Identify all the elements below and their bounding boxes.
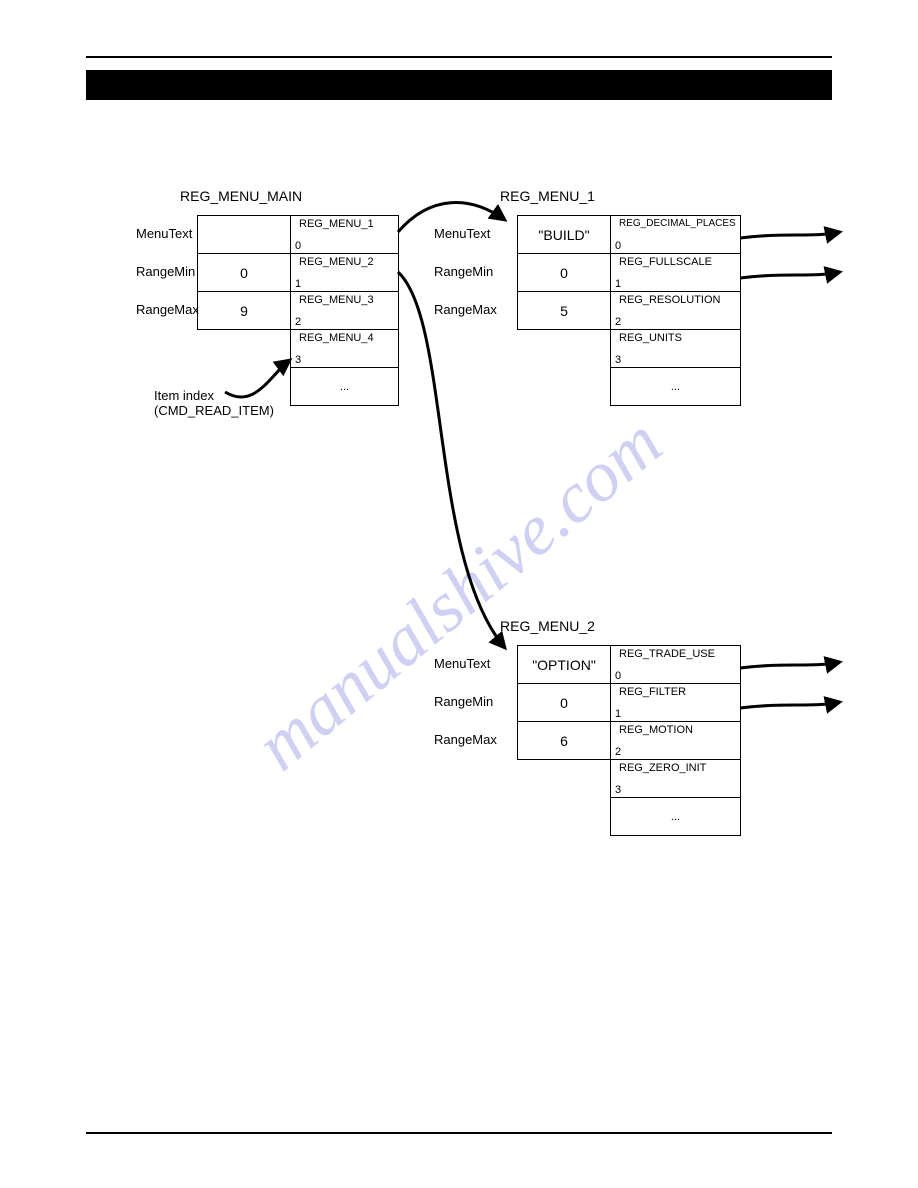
arrow-menu1-out-b <box>740 272 840 278</box>
main-label-rangemax: RangeMax <box>136 302 199 317</box>
main-items-tail: REG_MENU_4 3 ... <box>290 329 399 406</box>
item-name: REG_MOTION <box>619 724 693 736</box>
item-name: REG_MENU_1 <box>299 218 374 230</box>
main-col1-2: 9 <box>198 292 291 330</box>
menu1-item-0: REG_DECIMAL_PLACES 0 <box>611 216 741 254</box>
table-row: ... <box>291 368 399 406</box>
item-name: REG_FILTER <box>619 686 686 698</box>
menu1-col1-2: 5 <box>518 292 611 330</box>
menu1-items-tail: REG_UNITS 3 ... <box>610 329 741 406</box>
menu2-title: REG_MENU_2 <box>500 618 595 634</box>
table-row: "BUILD" REG_DECIMAL_PLACES 0 <box>518 216 741 254</box>
menu2-col1-1: 0 <box>518 684 611 722</box>
menu2-item-3: REG_ZERO_INIT 3 <box>611 760 741 798</box>
menu2-items-tail: REG_ZERO_INIT 3 ... <box>610 759 741 836</box>
main-col1-0 <box>198 216 291 254</box>
top-rule <box>86 56 832 58</box>
menu1-item-3: REG_UNITS 3 <box>611 330 741 368</box>
main-item-4: ... <box>291 368 399 406</box>
menu1-label-rangemin: RangeMin <box>434 264 493 279</box>
item-idx: 2 <box>615 316 621 328</box>
main-label-rangemin: RangeMin <box>136 264 195 279</box>
main-label-menutext: MenuText <box>136 226 192 241</box>
menu1-item-2: REG_RESOLUTION 2 <box>611 292 741 330</box>
item-idx: 0 <box>615 240 621 252</box>
table-row: ... <box>611 368 741 406</box>
arrow-menu1-out-a <box>740 232 840 238</box>
table-row: 0 REG_FULLSCALE 1 <box>518 254 741 292</box>
item-idx: 3 <box>615 784 621 796</box>
item-name: REG_FULLSCALE <box>619 256 712 268</box>
item-name: REG_ZERO_INIT <box>619 762 706 774</box>
item-idx: 3 <box>295 354 301 366</box>
arrow-menu2-out-a <box>740 662 840 668</box>
menu1-col1-1: 0 <box>518 254 611 292</box>
item-idx: 2 <box>615 746 621 758</box>
item-idx: 0 <box>295 240 301 252</box>
menu2-item-1: REG_FILTER 1 <box>611 684 741 722</box>
header-bar <box>86 70 832 100</box>
item-name: REG_RESOLUTION <box>619 294 720 306</box>
table-row: 9 REG_MENU_3 2 <box>198 292 399 330</box>
main-item-1: REG_MENU_2 1 <box>291 254 399 292</box>
menu1-label-menutext: MenuText <box>434 226 490 241</box>
item-idx: 3 <box>615 354 621 366</box>
menu2-label-menutext: MenuText <box>434 656 490 671</box>
table-row: REG_MENU_4 3 <box>291 330 399 368</box>
arrows-layer <box>0 0 918 1188</box>
table-row: "OPTION" REG_TRADE_USE 0 <box>518 646 741 684</box>
table-row: ... <box>611 798 741 836</box>
item-idx: 2 <box>295 316 301 328</box>
table-row: 6 REG_MOTION 2 <box>518 722 741 760</box>
menu2-item-0: REG_TRADE_USE 0 <box>611 646 741 684</box>
item-name: REG_DECIMAL_PLACES <box>619 218 736 229</box>
menu2-col1-2: 6 <box>518 722 611 760</box>
item-idx: 1 <box>615 708 621 720</box>
main-item-0: REG_MENU_1 0 <box>291 216 399 254</box>
menu2-item-2: REG_MOTION 2 <box>611 722 741 760</box>
table-row: 0 REG_FILTER 1 <box>518 684 741 722</box>
item-idx: 1 <box>295 278 301 290</box>
main-item-2: REG_MENU_3 2 <box>291 292 399 330</box>
menu2-table: "OPTION" REG_TRADE_USE 0 0 REG_FILTER 1 … <box>517 645 741 760</box>
arrow-menu2-out-b <box>740 702 840 708</box>
menu2-label-rangemin: RangeMin <box>434 694 493 709</box>
menu2-item-4: ... <box>611 798 741 836</box>
table-row: REG_UNITS 3 <box>611 330 741 368</box>
item-index-note: Item index (CMD_READ_ITEM) <box>154 388 274 418</box>
item-name: REG_MENU_2 <box>299 256 374 268</box>
table-row: 5 REG_RESOLUTION 2 <box>518 292 741 330</box>
table-row: 0 REG_MENU_2 1 <box>198 254 399 292</box>
table-row: REG_ZERO_INIT 3 <box>611 760 741 798</box>
main-col1-1: 0 <box>198 254 291 292</box>
menu1-label-rangemax: RangeMax <box>434 302 497 317</box>
menu1-table: "BUILD" REG_DECIMAL_PLACES 0 0 REG_FULLS… <box>517 215 741 330</box>
menu2-col1-0: "OPTION" <box>518 646 611 684</box>
table-row: REG_MENU_1 0 <box>198 216 399 254</box>
item-idx: 1 <box>615 278 621 290</box>
menu1-title: REG_MENU_1 <box>500 188 595 204</box>
bottom-rule <box>86 1132 832 1134</box>
main-title: REG_MENU_MAIN <box>180 188 302 204</box>
menu2-label-rangemax: RangeMax <box>434 732 497 747</box>
item-name: REG_MENU_4 <box>299 332 374 344</box>
item-idx: 0 <box>615 670 621 682</box>
menu1-col1-0: "BUILD" <box>518 216 611 254</box>
menu1-item-4: ... <box>611 368 741 406</box>
item-name: REG_TRADE_USE <box>619 648 715 660</box>
main-table: REG_MENU_1 0 0 REG_MENU_2 1 9 REG_MENU_3… <box>197 215 399 330</box>
item-name: REG_UNITS <box>619 332 682 344</box>
item-name: REG_MENU_3 <box>299 294 374 306</box>
main-item-3: REG_MENU_4 3 <box>291 330 399 368</box>
arrow-main-to-menu2 <box>398 272 505 648</box>
menu1-item-1: REG_FULLSCALE 1 <box>611 254 741 292</box>
